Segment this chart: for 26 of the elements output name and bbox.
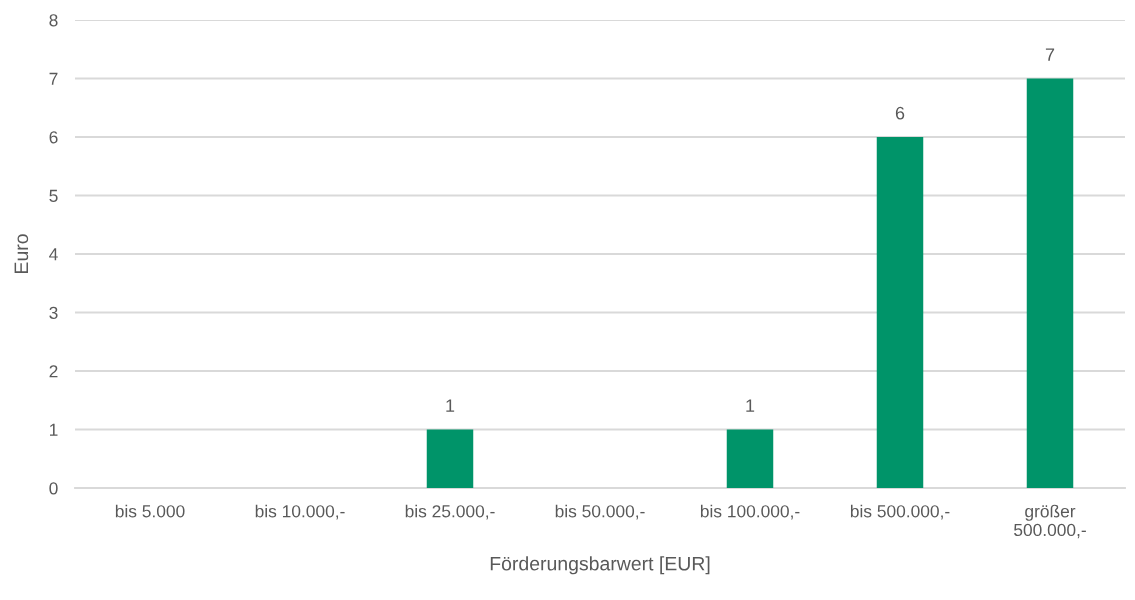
bar [726,429,774,488]
x-tick-label: größer 500.000,- [1014,504,1086,539]
data-label: 1 [746,399,755,412]
y-tick-label: 5 [49,189,58,202]
x-axis-title: Förderungsbarwert [EUR] [490,556,710,575]
bar [876,137,924,488]
bar [426,429,474,488]
y-axis-title: Euro [14,234,29,273]
x-tick-label: bis 10.000,- [255,504,345,520]
y-tick-label: 3 [49,306,58,319]
y-tick-label: 4 [49,248,58,261]
y-tick-label: 1 [50,423,58,436]
y-tick-label: 8 [49,14,58,27]
bar [1026,78,1074,488]
x-tick-label: bis 500.000,- [850,504,950,520]
x-tick-label: bis 50.000,- [555,504,645,520]
data-label: 6 [895,106,905,120]
x-tick-label: bis 5.000 [115,504,185,518]
data-label: 7 [1045,48,1055,61]
y-tick-label: 6 [49,131,58,144]
y-tick-label: 7 [49,72,58,85]
data-label: 1 [446,399,455,412]
y-tick-label: 0 [49,482,58,495]
x-tick-label: bis 100.000,- [700,504,800,520]
x-tick-label: bis 25.000,- [405,504,495,520]
y-tick-label: 2 [49,365,58,378]
